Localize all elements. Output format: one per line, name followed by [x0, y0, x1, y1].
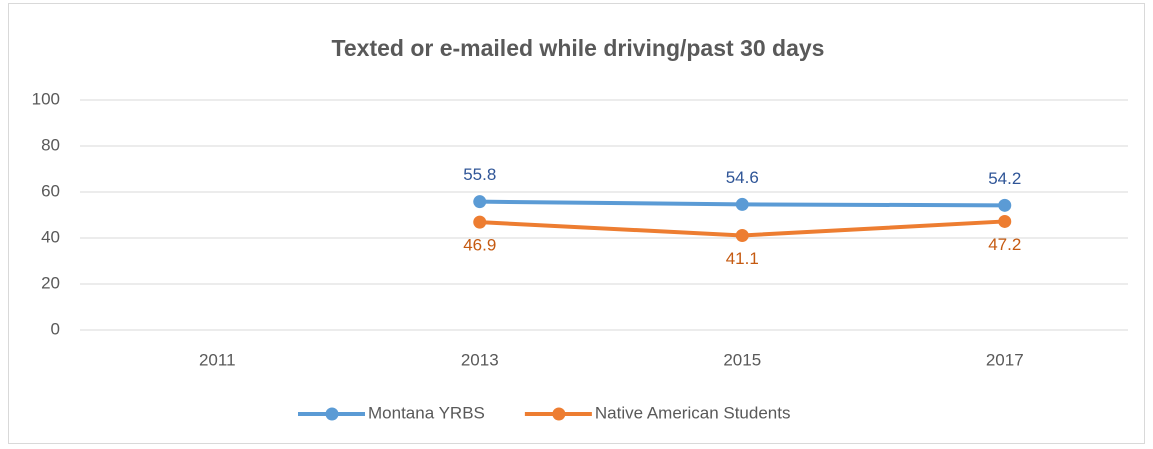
point [735, 228, 749, 242]
legend-label: Native American Students [595, 403, 791, 422]
point [735, 197, 749, 211]
data-label: 54.6 [726, 168, 759, 187]
data-label: 55.8 [463, 165, 496, 184]
data-label: 41.1 [726, 249, 759, 268]
x-tick-label: 2015 [723, 350, 761, 369]
legend-marker [325, 407, 339, 421]
x-tick-label: 2017 [986, 350, 1024, 369]
y-tick-label: 0 [51, 319, 60, 338]
x-tick-label: 2013 [461, 350, 499, 369]
legend-marker [552, 407, 566, 421]
y-tick-label: 60 [41, 181, 60, 200]
y-tick-label: 100 [32, 89, 60, 108]
x-tick-label: 2011 [199, 350, 236, 369]
y-tick-label: 80 [41, 135, 60, 154]
data-label: 46.9 [463, 236, 496, 255]
point [473, 195, 487, 209]
y-tick-label: 20 [41, 273, 60, 292]
point [998, 198, 1012, 212]
point [998, 214, 1012, 228]
point [473, 215, 487, 229]
chart-title: Texted or e-mailed while driving/past 30… [332, 35, 825, 61]
y-tick-label: 40 [41, 227, 60, 246]
legend-label: Montana YRBS [368, 403, 485, 422]
data-label: 47.2 [988, 235, 1021, 254]
data-label: 54.2 [988, 169, 1021, 188]
